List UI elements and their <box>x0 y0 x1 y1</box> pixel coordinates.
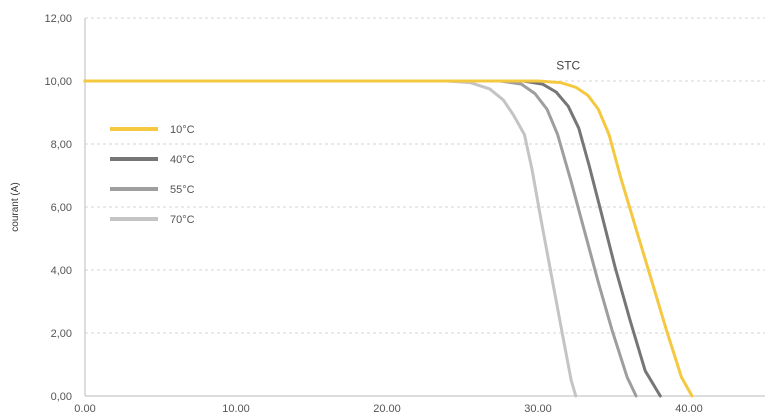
x-tick-label: 10.00 <box>222 403 250 415</box>
legend-label: 70°C <box>170 214 195 226</box>
stc-annotation: STC <box>556 59 580 73</box>
y-axis-label: courant (A) <box>10 182 21 231</box>
series-lines <box>83 79 694 398</box>
y-tick-label: 0,00 <box>51 391 72 403</box>
y-tick-label: 10,00 <box>44 76 72 88</box>
y-tick-label: 2,00 <box>51 328 72 340</box>
y-tick-label: 8,00 <box>51 139 72 151</box>
x-tick-label: 40.00 <box>675 403 703 415</box>
legend-label: 10°C <box>170 124 195 136</box>
y-tick-label: 4,00 <box>51 265 72 277</box>
x-tick-label: 20.00 <box>373 403 401 415</box>
y-tick-label: 12,00 <box>44 13 72 25</box>
legend-label: 55°C <box>170 184 195 196</box>
series-line-55c <box>83 79 638 398</box>
x-tick-labels: 0.00 10.00 20.00 30.00 40.00 <box>74 403 702 415</box>
series-line-70c <box>83 79 578 398</box>
x-tick-label: 0.00 <box>74 403 95 415</box>
series-line-10c <box>83 79 694 398</box>
y-tick-label: 6,00 <box>51 202 72 214</box>
x-tick-label: 30.00 <box>524 403 552 415</box>
grid <box>85 17 765 334</box>
legend: 10°C 40°C 55°C 70°C <box>110 124 195 226</box>
y-tick-labels: 0,00 2,00 4,00 6,00 8,00 10,00 12,00 <box>44 13 72 403</box>
legend-label: 40°C <box>170 154 195 166</box>
